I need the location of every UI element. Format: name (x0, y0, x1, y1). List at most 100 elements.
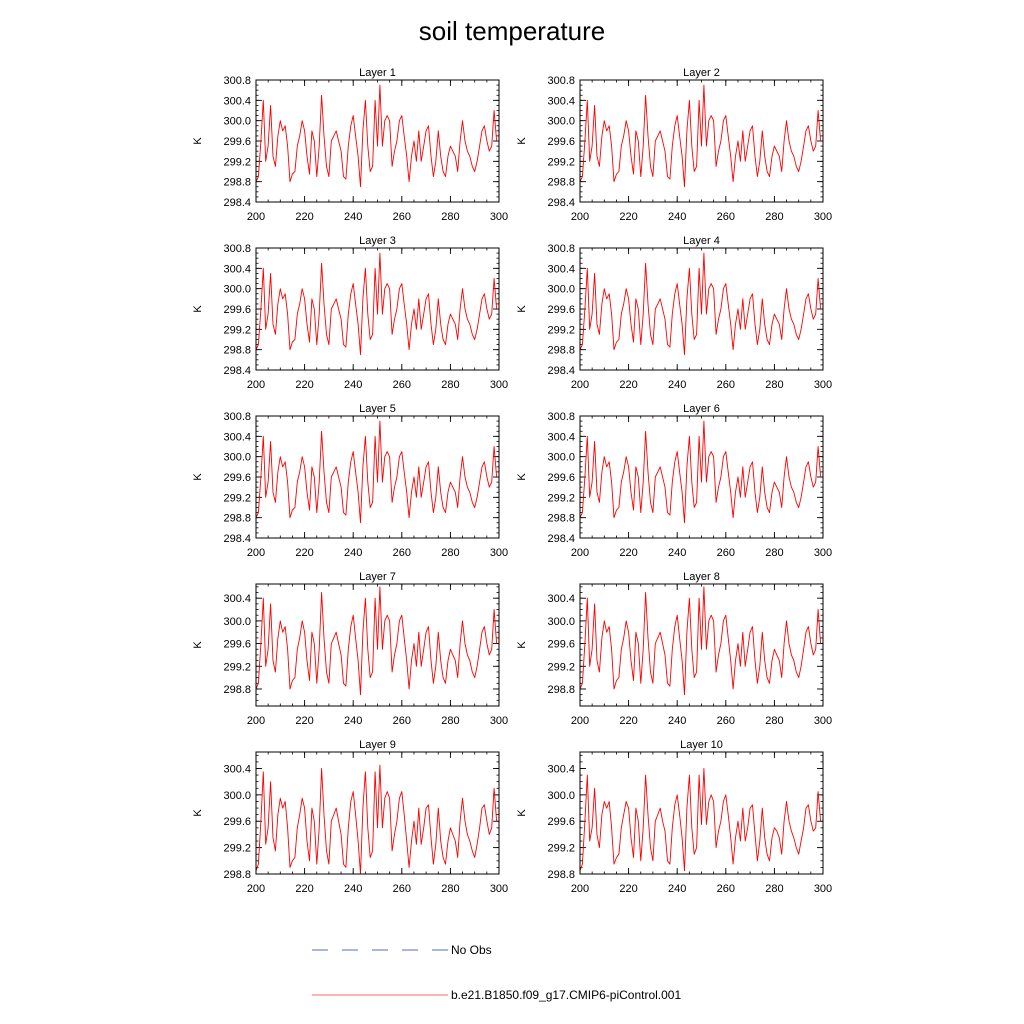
y-axis-label: K (516, 305, 528, 313)
x-tick-label: 240 (344, 547, 362, 559)
x-tick-label: 200 (571, 883, 589, 895)
panel-title: Layer 7 (359, 571, 396, 583)
y-tick-label: 300.4 (223, 431, 251, 443)
x-tick-label: 220 (619, 547, 637, 559)
x-tick-label: 260 (717, 379, 735, 391)
y-axis-label: K (192, 473, 204, 481)
y-tick-label: 300.0 (547, 790, 575, 802)
x-tick-label: 240 (344, 211, 362, 223)
series-line-model (579, 252, 822, 356)
y-tick-label: 298.8 (223, 345, 251, 357)
series-line-model (579, 84, 822, 188)
panel-layer-9: Layer 9 K 200 220 240 260 280 300 298.8 299.2 299.… (192, 739, 508, 895)
x-tick-label: 280 (765, 379, 783, 391)
x-tick-label: 260 (717, 211, 735, 223)
y-tick-label: 298.8 (547, 684, 575, 696)
x-tick-label: 220 (295, 379, 313, 391)
x-tick-label: 220 (295, 715, 313, 727)
y-tick-label: 298.8 (223, 513, 251, 525)
y-tick-label: 300.0 (223, 790, 251, 802)
x-tick-label: 300 (490, 715, 508, 727)
x-tick-label: 200 (247, 379, 265, 391)
y-tick-label: 300.4 (547, 263, 575, 275)
y-axis-label: K (516, 809, 528, 817)
x-tick-label: 240 (668, 379, 686, 391)
y-tick-label: 298.4 (223, 533, 251, 545)
figure-title: soil temperature (419, 16, 605, 46)
y-axis-label: K (192, 137, 204, 145)
y-tick-label: 300.8 (547, 75, 575, 87)
x-tick-label: 260 (393, 883, 411, 895)
x-tick-label: 240 (668, 547, 686, 559)
y-axis-label: K (192, 809, 204, 817)
x-tick-label: 280 (441, 379, 459, 391)
x-tick-label: 220 (619, 883, 637, 895)
y-tick-label: 298.8 (547, 869, 575, 881)
y-axis-label: K (516, 137, 528, 145)
panel-layer-4: Layer 4 K 200 220 240 260 280 300 298.4 298.8 299.… (516, 235, 832, 391)
x-tick-label: 300 (814, 547, 832, 559)
series-line-model (255, 420, 498, 524)
panel-layer-6: Layer 6 K 200 220 240 260 280 300 298.4 298.8 299.… (516, 403, 832, 559)
y-tick-label: 300.8 (223, 243, 251, 255)
y-tick-label: 299.6 (223, 472, 251, 484)
y-tick-label: 299.2 (547, 843, 575, 855)
x-tick-label: 200 (247, 211, 265, 223)
x-tick-label: 260 (393, 211, 411, 223)
x-tick-label: 220 (295, 883, 313, 895)
x-tick-label: 260 (393, 715, 411, 727)
y-tick-label: 300.0 (547, 616, 575, 628)
y-tick-label: 298.8 (547, 345, 575, 357)
x-tick-label: 300 (490, 547, 508, 559)
x-tick-label: 200 (571, 211, 589, 223)
y-axis-label: K (192, 641, 204, 649)
plot-frame (579, 751, 824, 875)
y-tick-label: 299.2 (223, 324, 251, 336)
y-tick-label: 299.6 (547, 304, 575, 316)
y-tick-label: 299.2 (223, 843, 251, 855)
panel-title: Layer 9 (359, 739, 396, 751)
x-tick-label: 280 (765, 211, 783, 223)
plot-frame (255, 247, 500, 371)
plot-frame (255, 583, 500, 707)
x-tick-label: 240 (668, 883, 686, 895)
y-tick-label: 300.0 (223, 616, 251, 628)
y-tick-label: 299.2 (547, 492, 575, 504)
x-tick-label: 220 (619, 379, 637, 391)
plot-frame (579, 247, 824, 371)
y-tick-label: 298.4 (547, 197, 575, 209)
y-tick-label: 298.8 (223, 177, 251, 189)
y-tick-label: 300.0 (223, 116, 251, 128)
panel-title: Layer 6 (683, 403, 720, 415)
y-tick-label: 300.4 (223, 593, 251, 605)
panel-layer-7: Layer 7 K 200 220 240 260 280 300 298.8 299.2 299.… (192, 571, 508, 727)
series-line-model (579, 586, 822, 696)
y-tick-label: 300.8 (223, 411, 251, 423)
x-tick-label: 240 (668, 715, 686, 727)
plot-frame (579, 415, 824, 539)
plot-frame (255, 751, 500, 875)
x-tick-label: 200 (571, 379, 589, 391)
x-tick-label: 260 (393, 379, 411, 391)
legend-label-no-obs: No Obs (451, 943, 492, 957)
y-tick-label: 300.0 (223, 452, 251, 464)
panel-layer-3: Layer 3 K 200 220 240 260 280 300 298.4 298.8 299.… (192, 235, 508, 391)
x-tick-label: 280 (441, 547, 459, 559)
panel-title: Layer 3 (359, 235, 396, 247)
y-tick-label: 299.6 (547, 472, 575, 484)
x-tick-label: 240 (344, 715, 362, 727)
x-tick-label: 220 (295, 211, 313, 223)
y-tick-label: 300.0 (547, 452, 575, 464)
y-tick-label: 300.8 (547, 411, 575, 423)
x-tick-label: 280 (441, 883, 459, 895)
x-tick-label: 300 (814, 715, 832, 727)
y-tick-label: 299.2 (547, 661, 575, 673)
y-tick-label: 300.4 (547, 763, 575, 775)
x-tick-label: 260 (717, 883, 735, 895)
y-tick-label: 300.0 (547, 116, 575, 128)
y-tick-label: 300.8 (223, 75, 251, 87)
y-tick-label: 299.6 (223, 304, 251, 316)
y-tick-label: 299.2 (223, 156, 251, 168)
x-tick-label: 240 (668, 211, 686, 223)
